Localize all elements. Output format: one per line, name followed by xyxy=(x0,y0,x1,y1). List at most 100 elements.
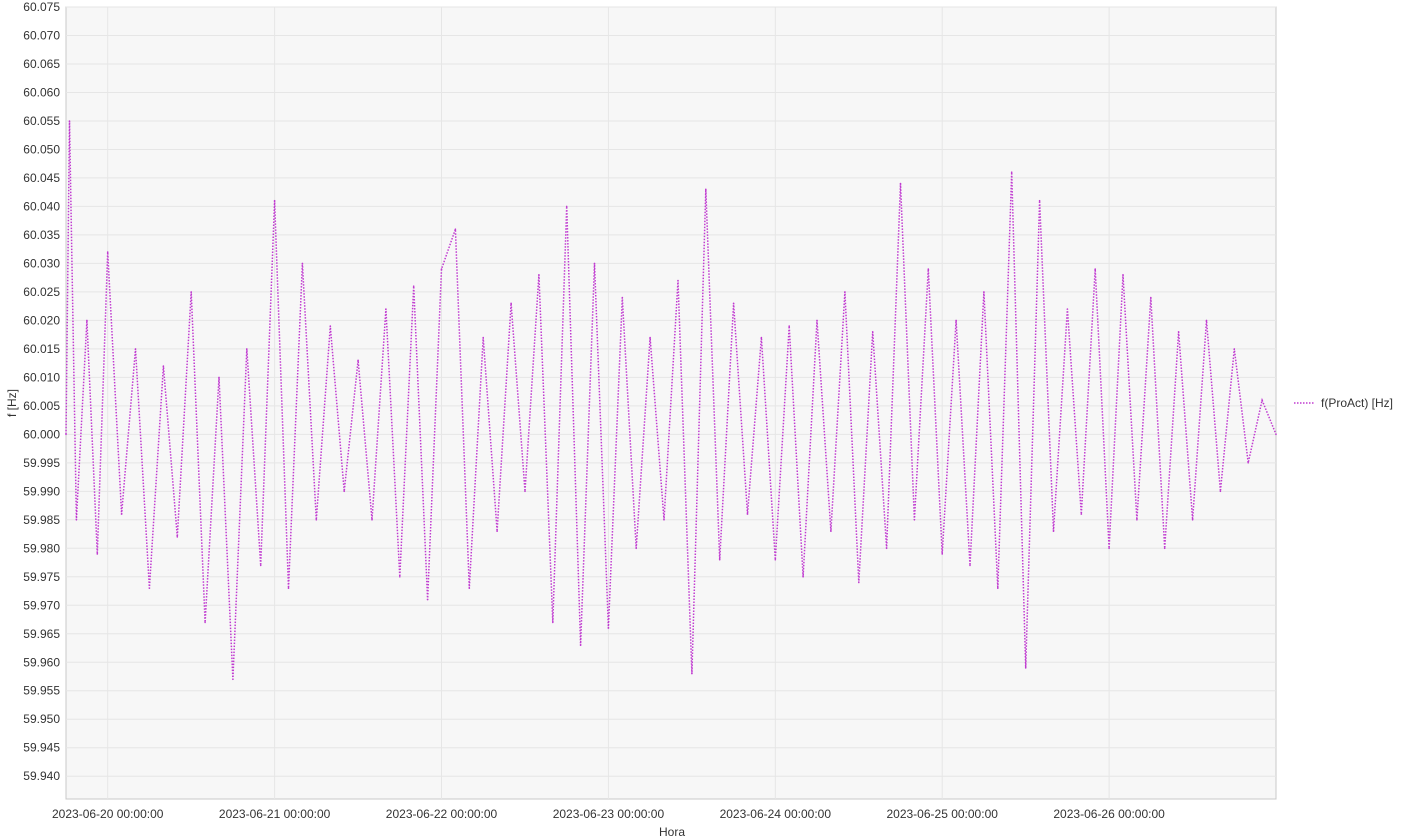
data-point xyxy=(691,672,693,675)
data-point xyxy=(927,268,930,270)
data-point xyxy=(788,325,790,327)
y-tick-label: 59.965 xyxy=(23,627,60,641)
data-point xyxy=(134,348,137,350)
data-point xyxy=(1038,199,1041,202)
data-point xyxy=(774,558,777,561)
y-tick-label: 59.990 xyxy=(23,484,60,498)
y-tick-label: 60.070 xyxy=(23,28,60,42)
data-point xyxy=(607,627,610,629)
data-point xyxy=(760,336,763,339)
data-point xyxy=(1150,296,1152,299)
data-point xyxy=(746,513,749,515)
data-point xyxy=(830,530,832,532)
data-point xyxy=(885,547,888,550)
legend-label: f(ProAct) [Hz] xyxy=(1321,396,1393,410)
data-point xyxy=(1052,530,1055,532)
data-point xyxy=(732,302,735,305)
data-point xyxy=(343,490,346,493)
y-tick-label: 59.995 xyxy=(23,456,60,470)
data-point xyxy=(273,199,276,202)
data-point xyxy=(718,558,721,561)
data-point xyxy=(538,274,540,276)
y-axis-title: f [Hz] xyxy=(5,389,19,417)
data-point xyxy=(204,621,206,624)
data-point xyxy=(941,553,943,555)
data-point xyxy=(1066,308,1069,310)
y-tick-label: 60.000 xyxy=(23,427,60,441)
data-point xyxy=(1191,519,1194,521)
data-point xyxy=(565,205,568,208)
data-point xyxy=(1275,433,1277,436)
data-point xyxy=(357,359,359,362)
y-tick-label: 60.065 xyxy=(23,57,60,71)
y-tick-label: 59.980 xyxy=(23,541,60,555)
data-point xyxy=(983,291,985,293)
data-point xyxy=(246,348,248,350)
data-point xyxy=(86,319,88,322)
data-point xyxy=(969,564,971,567)
data-point xyxy=(162,365,165,367)
x-axis: 2023-06-20 00:00:00 2023-06-21 00:00:00 20… xyxy=(52,807,1165,821)
data-point xyxy=(802,576,804,578)
x-tick-label: 2023-06-21 00:00:00 xyxy=(219,807,331,821)
data-point xyxy=(148,587,151,589)
x-tick-label: 2023-06-25 00:00:00 xyxy=(886,807,998,821)
x-tick-label: 2023-06-22 00:00:00 xyxy=(386,807,498,821)
data-point xyxy=(635,547,637,550)
data-point xyxy=(621,296,624,299)
data-point xyxy=(510,302,512,305)
data-point xyxy=(844,291,846,293)
data-point xyxy=(120,513,123,515)
y-tick-label: 59.955 xyxy=(23,684,60,698)
data-point xyxy=(524,490,526,493)
data-point xyxy=(218,376,220,379)
y-tick-label: 59.985 xyxy=(23,513,60,527)
y-tick-label: 60.035 xyxy=(23,228,60,242)
data-point xyxy=(1219,490,1222,493)
y-tick-label: 59.970 xyxy=(23,598,60,612)
y-tick-label: 59.950 xyxy=(23,712,60,726)
data-point xyxy=(955,319,957,322)
data-point xyxy=(1261,399,1263,402)
data-point xyxy=(663,519,665,521)
x-tick-label: 2023-06-20 00:00:00 xyxy=(52,807,164,821)
y-tick-label: 59.960 xyxy=(23,655,60,669)
data-point xyxy=(1010,171,1013,173)
data-point xyxy=(816,319,818,322)
data-point xyxy=(301,262,304,265)
y-axis: 59.940 59.945 59.950 59.955 59.960 59.965 59.9… xyxy=(23,0,60,783)
y-tick-label: 59.940 xyxy=(23,769,60,783)
data-point xyxy=(705,188,707,191)
data-point xyxy=(106,251,109,253)
x-axis-title: Hora xyxy=(659,825,685,839)
data-point xyxy=(1122,274,1124,276)
data-point xyxy=(496,530,498,532)
data-point xyxy=(593,262,596,265)
y-tick-label: 60.030 xyxy=(23,256,60,270)
data-point xyxy=(315,519,318,521)
data-point xyxy=(287,587,290,589)
y-tick-label: 60.020 xyxy=(23,313,60,327)
y-tick-label: 60.005 xyxy=(23,399,60,413)
data-point xyxy=(1233,348,1236,350)
data-point xyxy=(329,325,332,327)
data-point xyxy=(482,336,485,339)
data-point xyxy=(1024,667,1027,669)
y-tick-label: 60.040 xyxy=(23,199,60,213)
data-point xyxy=(440,268,443,270)
data-point xyxy=(75,519,78,521)
data-point xyxy=(96,553,99,555)
data-point xyxy=(649,336,651,339)
data-point xyxy=(552,621,554,624)
grid-layer xyxy=(66,6,1276,799)
y-tick-label: 60.025 xyxy=(23,285,60,299)
data-point xyxy=(65,433,67,436)
data-point xyxy=(385,308,387,310)
data-point xyxy=(454,228,457,230)
y-tick-label: 60.075 xyxy=(23,0,60,14)
data-point xyxy=(1108,547,1110,550)
y-tick-label: 60.045 xyxy=(23,171,60,185)
data-point xyxy=(579,644,582,646)
legend: f(ProAct) [Hz] xyxy=(1294,396,1393,410)
